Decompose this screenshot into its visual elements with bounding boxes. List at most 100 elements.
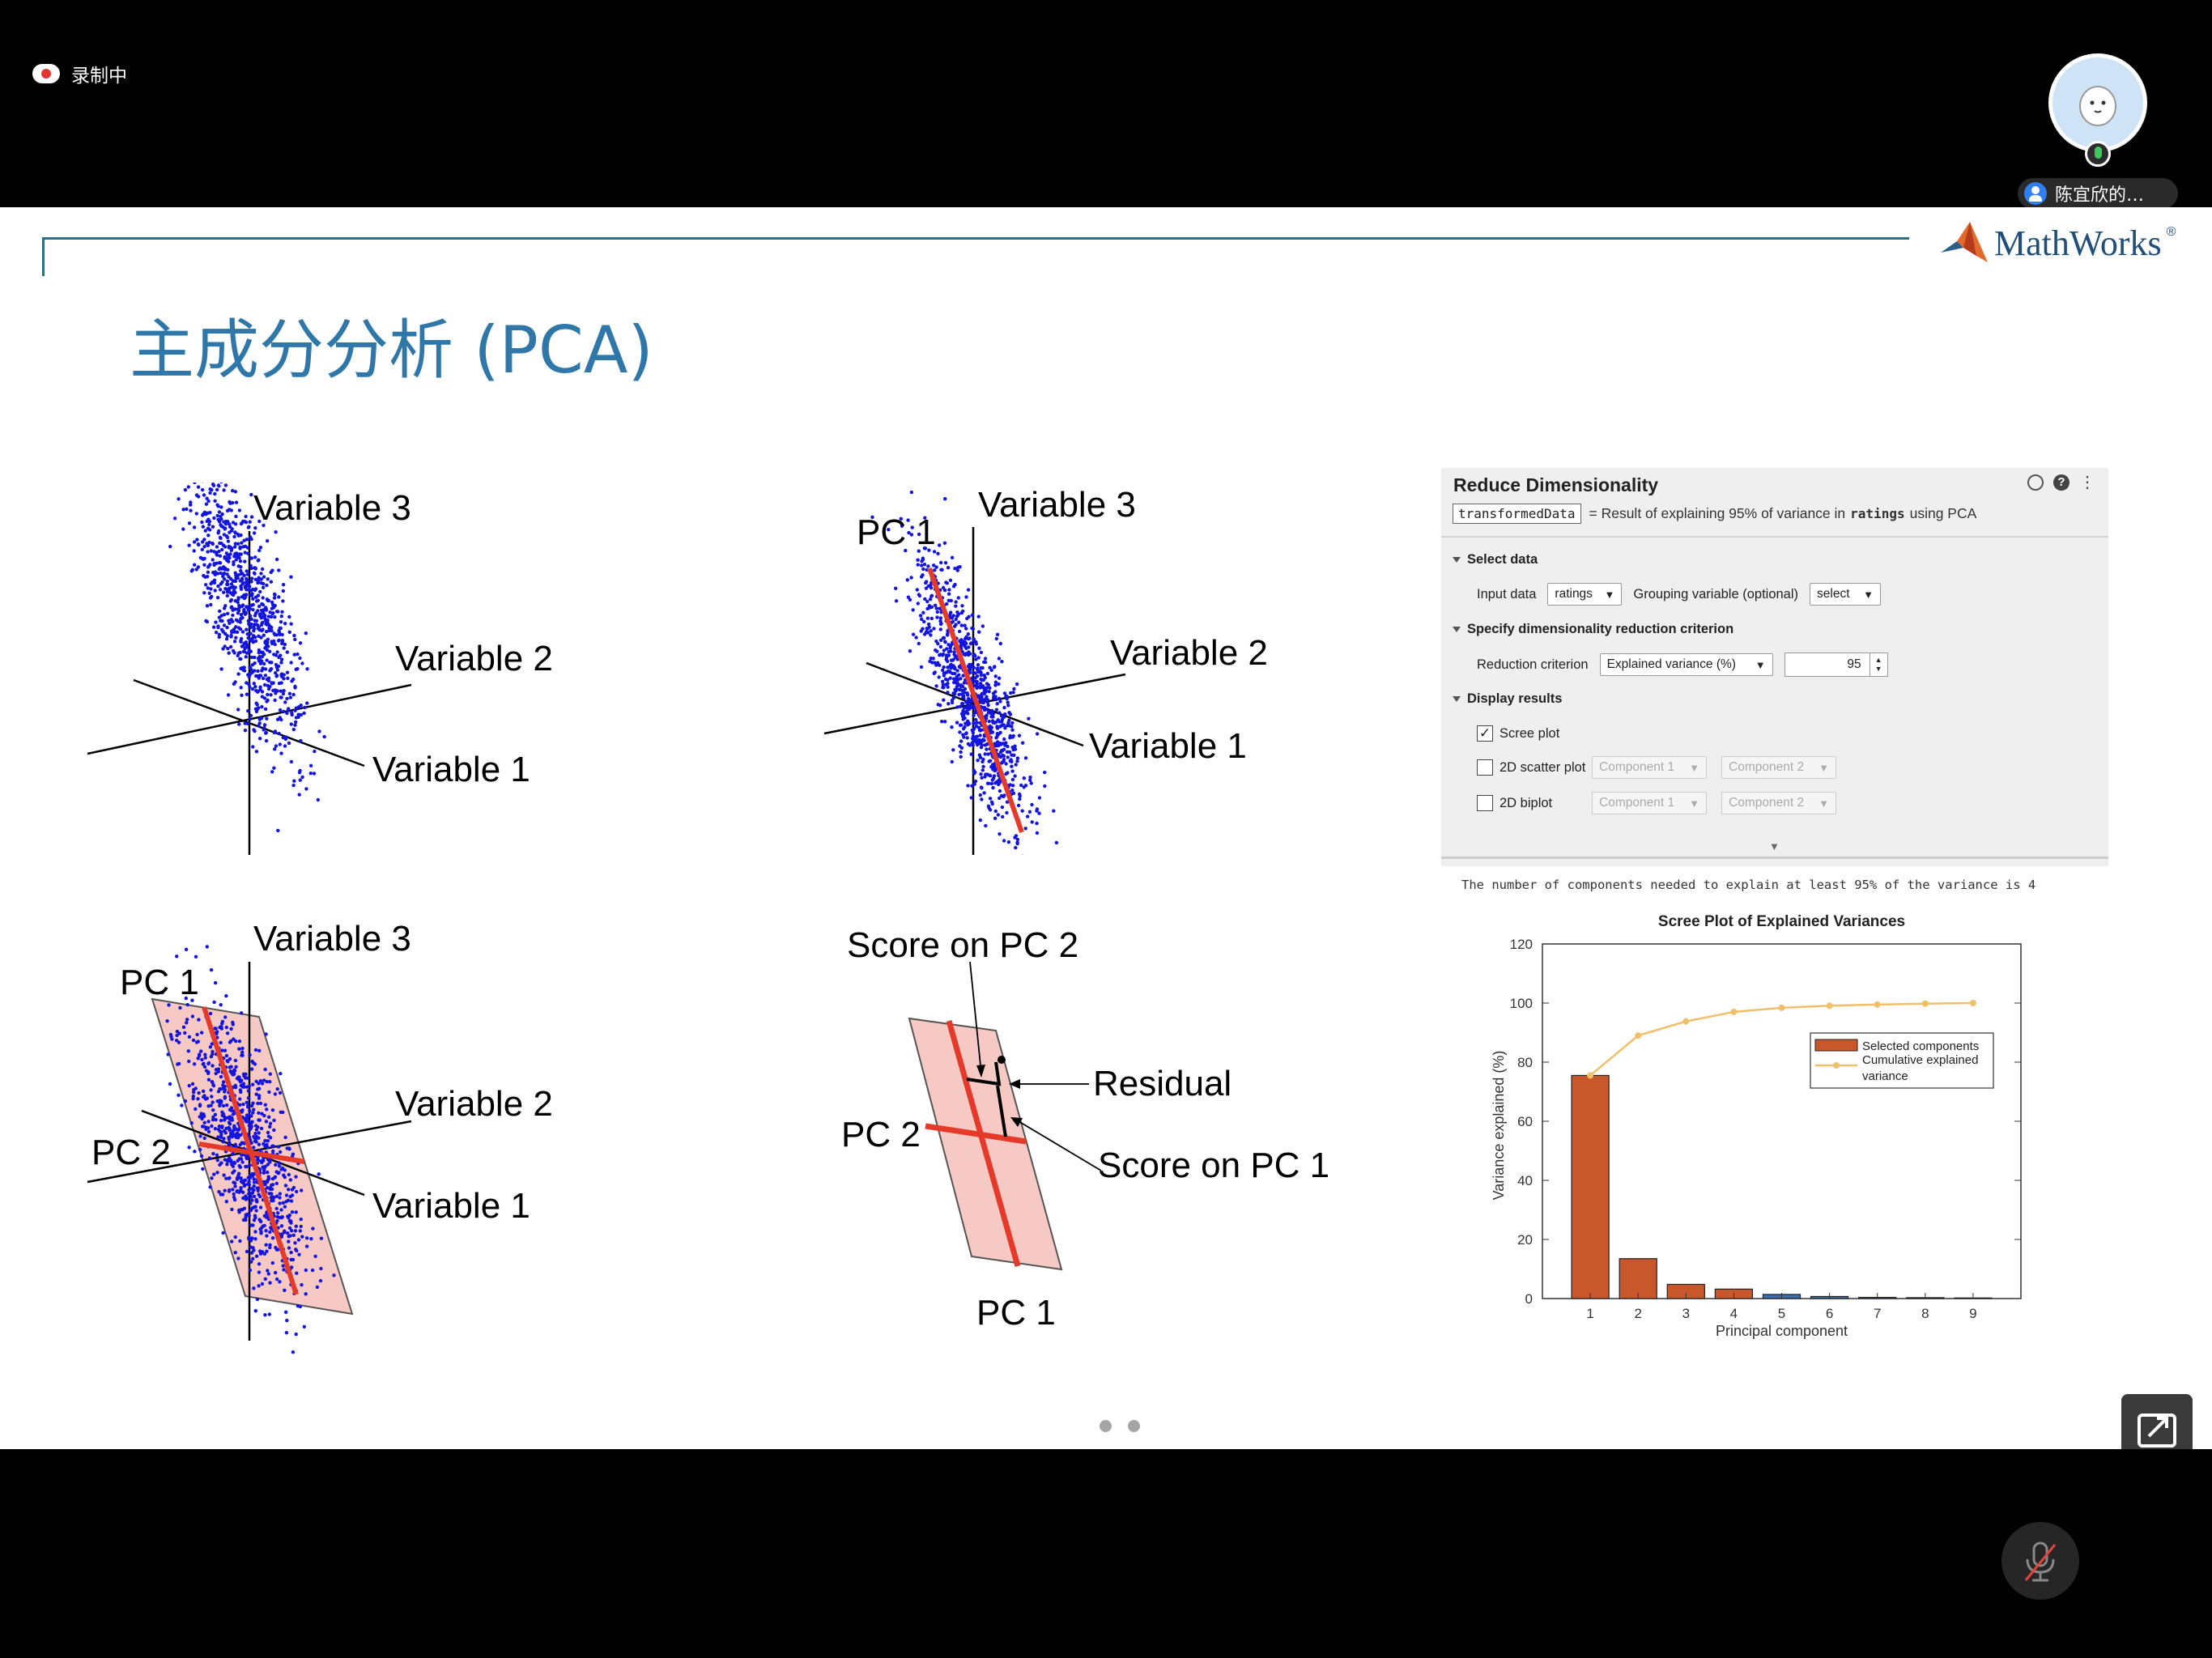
cumulative-point: [1682, 1018, 1690, 1025]
summary-prefix: = Result of explaining 95% of variance i…: [1589, 505, 1846, 521]
dropdown-caret-icon: ▼: [1819, 797, 1829, 810]
x-tick-label: 2: [1634, 1306, 1641, 1321]
collapse-icon: [1453, 696, 1461, 702]
pc1-line: [946, 1020, 1021, 1267]
axis-label-variable-2: Variable 2: [395, 1084, 553, 1124]
x-tick-label: 7: [1874, 1306, 1881, 1321]
scatter-component1-dropdown[interactable]: Component 1 ▼: [1592, 756, 1707, 779]
axis-label-variable-2: Variable 2: [395, 639, 553, 678]
header-rule: [42, 237, 1909, 240]
dropdown-value: Component 1: [1599, 760, 1675, 774]
help-icon[interactable]: ?: [2053, 474, 2069, 491]
carousel-dot[interactable]: [1128, 1420, 1140, 1432]
y-tick-label: 20: [1517, 1232, 1533, 1248]
reduction-amount-spinner[interactable]: 95 ▲ ▼: [1784, 653, 1888, 677]
axis-label-variable-1: Variable 1: [372, 1186, 530, 1226]
y-tick-label: 0: [1525, 1291, 1533, 1307]
cumulative-point: [1826, 1002, 1833, 1010]
collapse-icon: [1453, 557, 1461, 563]
chart-title: Scree Plot of Explained Variances: [1658, 913, 1905, 930]
expand-share-button[interactable]: [2121, 1394, 2193, 1449]
section-label: Display results: [1467, 691, 1563, 706]
cumulative-point: [1778, 1004, 1785, 1011]
pca-figure-first-component: PC 1 Variable 3 Variable 2 Variable 1: [823, 485, 1268, 855]
legend-swatch-marker: [1833, 1062, 1840, 1069]
dropdown-value: Component 2: [1729, 760, 1805, 774]
pca-figure-raw-data: Variable 3 Variable 2 Variable 1: [87, 483, 553, 855]
axis-label-variable-1: Variable 1: [1089, 726, 1247, 766]
task-summary: transformedData = Result of explaining 9…: [1453, 504, 1976, 524]
cumulative-point: [1969, 1000, 1976, 1006]
y-tick-label: 100: [1510, 996, 1533, 1011]
pc2-line: [925, 1123, 1027, 1145]
section-criterion[interactable]: Specify dimensionality reduction criteri…: [1453, 622, 1733, 637]
y-tick-label: 120: [1510, 937, 1533, 952]
data-point-cloud: [168, 483, 326, 833]
logo-registered-mark: ®: [2166, 225, 2176, 239]
logo-text: MathWorks: [1994, 223, 2162, 263]
plot-area: [1542, 943, 2022, 1299]
scatter-plot-row: 2D scatter plot Component 1 ▼ Component 2…: [1477, 756, 1836, 779]
x-tick-label: 6: [1826, 1306, 1833, 1321]
participant-avatar[interactable]: [2048, 53, 2147, 152]
legend-label-line-cont: variance: [1862, 1069, 1908, 1083]
cumulative-point: [1587, 1072, 1594, 1079]
autorun-icon[interactable]: [2027, 474, 2044, 491]
section-select-data[interactable]: Select data: [1453, 552, 1538, 568]
mathworks-logo: MathWorks ®: [1939, 220, 2176, 266]
dropdown-caret-icon: ▼: [1689, 761, 1699, 774]
section-display-results[interactable]: Display results: [1453, 691, 1562, 707]
scree-plot-checkbox[interactable]: ✓: [1477, 725, 1493, 742]
dropdown-caret-icon: ▼: [1604, 588, 1615, 601]
expand-chevron-icon[interactable]: ▼: [1769, 840, 1780, 852]
biplot-row: 2D biplot Component 1 ▼ Component 2 ▼: [1477, 792, 1836, 814]
cumulative-point: [1874, 1001, 1881, 1008]
label-score-on-pc1: Score on PC 1: [1098, 1146, 1329, 1185]
biplot-component2-dropdown[interactable]: Component 2 ▼: [1721, 792, 1836, 814]
legend-label-bars: Selected components: [1862, 1039, 1979, 1053]
x-tick-label: 1: [1586, 1306, 1593, 1321]
avatar-character-icon: [2079, 86, 2116, 126]
pca-figure-principal-plane: PC 1 PC 2 Variable 3 Variable 2 Variable…: [87, 919, 553, 1354]
y-tick-label: 80: [1517, 1055, 1533, 1070]
dropdown-value: Explained variance (%): [1606, 657, 1736, 671]
spinner-value: 95: [1847, 657, 1861, 671]
participant-name-chip[interactable]: 陈宜欣的…: [2018, 178, 2178, 209]
label-pc1: PC 1: [120, 963, 199, 1002]
summary-variable: ratings: [1850, 506, 1905, 521]
scree-plot-chart: Scree Plot of Explained Variances 0 20 40 60…: [1491, 913, 2022, 1339]
biplot-checkbox[interactable]: [1477, 795, 1493, 811]
more-options-icon[interactable]: ⋮: [2079, 474, 2095, 491]
x-axis-label: Principal component: [1716, 1323, 1848, 1339]
person-icon: [2024, 182, 2047, 205]
label-pc1: PC 1: [857, 512, 936, 552]
x-tick-label: 8: [1921, 1306, 1929, 1321]
spinner-arrows-icon[interactable]: ▲ ▼: [1869, 653, 1887, 676]
pca-figure-scores-diagram: Score on PC 2 Residual PC 2 Score on PC …: [841, 925, 1329, 1333]
label-pc2: PC 2: [91, 1133, 171, 1172]
scatter-plot-checkbox[interactable]: [1477, 759, 1493, 776]
dropdown-caret-icon: ▼: [1819, 761, 1829, 774]
input-data-label: Input data: [1477, 586, 1537, 602]
scatter-component2-dropdown[interactable]: Component 2 ▼: [1721, 756, 1836, 779]
dropdown-caret-icon: ▼: [1755, 658, 1766, 671]
panel-bottom-border: [1441, 857, 2108, 859]
reduction-criterion-dropdown[interactable]: Explained variance (%) ▼: [1599, 653, 1773, 676]
biplot-component1-dropdown[interactable]: Component 1 ▼: [1592, 792, 1707, 814]
header-rule-tick: [42, 237, 45, 276]
membrane-logo-icon: [1941, 222, 1988, 262]
task-title: Reduce Dimensionality: [1453, 474, 1659, 495]
input-data-dropdown[interactable]: ratings ▼: [1547, 583, 1623, 606]
carousel-dot[interactable]: [1100, 1420, 1112, 1432]
scatter-plot-label: 2D scatter plot: [1499, 759, 1586, 775]
grouping-variable-dropdown[interactable]: select ▼: [1810, 583, 1882, 606]
dropdown-caret-icon: ▼: [1689, 797, 1699, 810]
expand-icon: [2138, 1414, 2176, 1448]
summary-suffix: using PCA: [1909, 505, 1977, 521]
mute-microphone-button[interactable]: [2001, 1522, 2079, 1600]
bar: [1619, 1258, 1657, 1299]
dropdown-value: Component 2: [1729, 796, 1805, 810]
output-variable-field[interactable]: transformedData: [1453, 504, 1581, 524]
legend-swatch-bars: [1814, 1039, 1858, 1052]
scree-plot-row: ✓ Scree plot: [1477, 725, 1559, 742]
